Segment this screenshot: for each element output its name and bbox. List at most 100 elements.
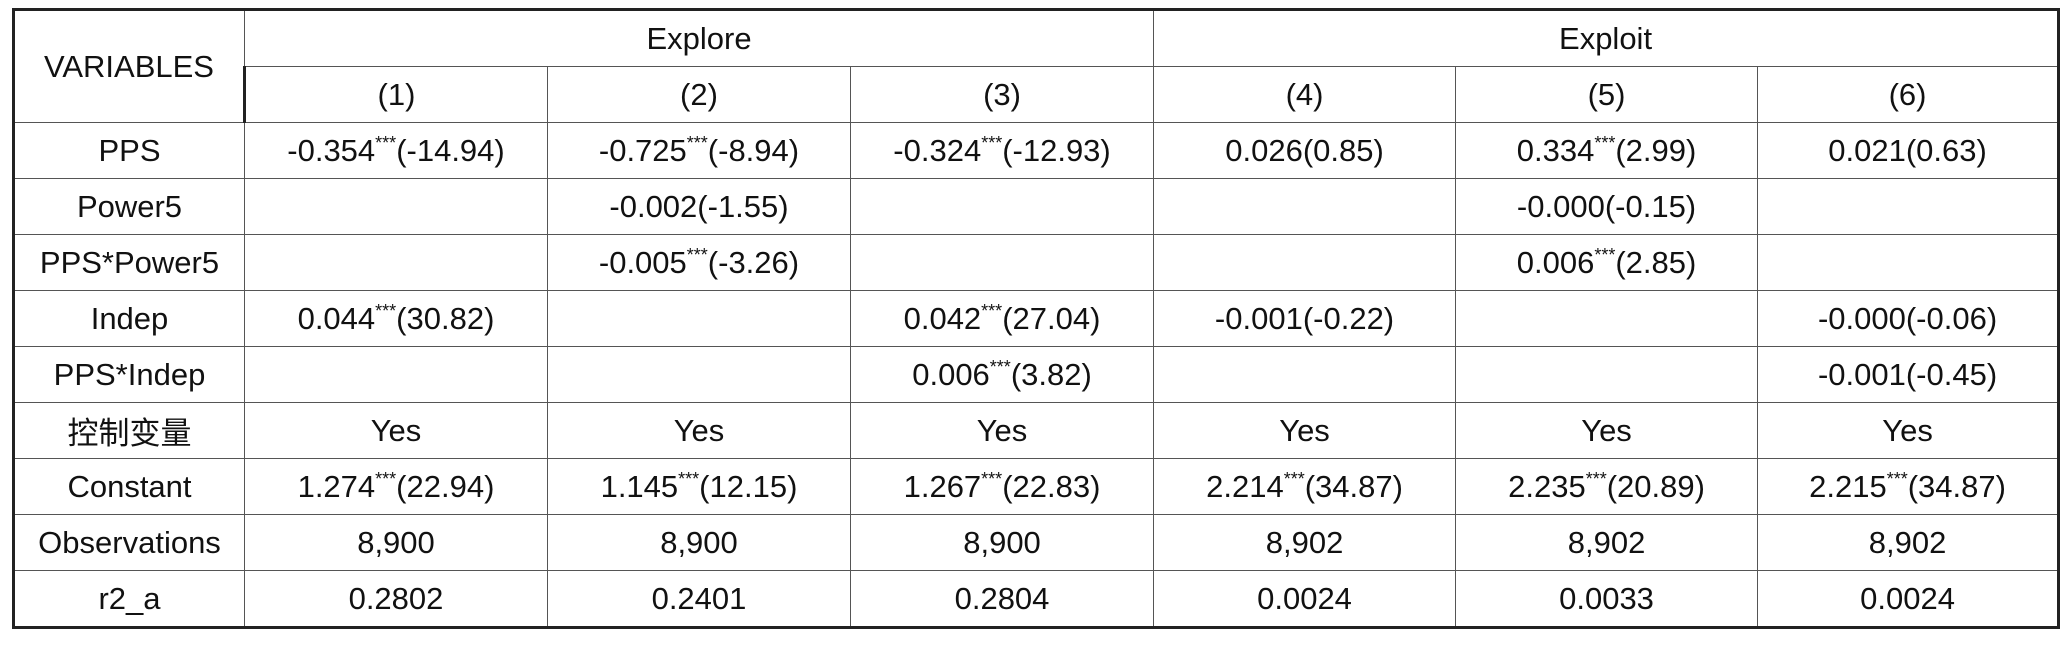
row-label: Constant [12,458,245,515]
table-cell [1455,346,1759,403]
coefficient-value: 8,902 [1868,524,1947,560]
t-statistic: (-12.93) [1002,132,1111,168]
table-cell: Yes [547,402,851,459]
t-statistic: (0.85) [1302,132,1384,168]
significance-stars: *** [981,468,1003,489]
significance-stars: *** [686,132,708,153]
coefficient-value: 0.0033 [1559,580,1654,616]
table-row: PPS*Indep 0.006***(3.82) -0.001(-0.45) [12,346,2061,403]
table-cell [849,234,1155,291]
significance-stars: *** [375,468,397,489]
table-cell: 1.145***(12.15) [547,458,851,515]
table-cell [244,234,548,291]
table-cell: -0.324***(-12.93) [849,122,1155,179]
column-header-row: (1) (2) (3) (4) (5) (6) [14,66,2061,123]
t-statistic: (22.83) [1002,468,1101,504]
t-statistic: (-14.94) [396,132,505,168]
table-cell: 8,900 [244,514,548,571]
coefficient-value: 1.274 [297,468,376,504]
column-header: (5) [1455,66,1759,123]
significance-stars: *** [375,300,397,321]
coefficient-value: 0.006 [1516,244,1595,280]
coefficient-value: 8,900 [357,524,435,560]
column-header: (1) [243,66,548,123]
row-label: PPS [12,122,245,179]
table-cell: 0.0033 [1455,570,1759,629]
table-cell [1153,346,1457,403]
coefficient-value: Yes [1581,412,1632,448]
table-cell [1455,290,1759,347]
group-header-exploit: Exploit [1153,8,2061,67]
table-cell: -0.002(-1.55) [547,178,851,235]
table-cell: 0.044***(30.82) [244,290,548,347]
coefficient-value: 0.021 [1828,132,1906,168]
table-cell: 0.2802 [244,570,548,629]
table-cell: 0.006***(3.82) [849,346,1155,403]
coefficient-value: 0.2804 [954,580,1050,616]
coefficient-value: -0.001 [1817,356,1906,392]
coefficient-value: 0.042 [903,300,982,336]
group-header-explore: Explore [243,8,1155,67]
coefficient-value: 2.215 [1809,468,1887,504]
significance-stars: *** [375,132,397,153]
coefficient-value: -0.005 [598,244,687,280]
table-cell: 0.042***(27.04) [849,290,1155,347]
table-cell: 0.021(0.63) [1757,122,2061,179]
t-statistic: (34.87) [1907,468,2006,504]
coefficient-value: -0.002 [609,188,698,224]
coefficient-value: Yes [673,412,725,448]
table-cell: Yes [1757,402,2061,459]
table-cell: -0.354***(-14.94) [244,122,548,179]
row-label: PPS*Power5 [12,234,245,291]
significance-stars: *** [1886,468,1908,489]
coefficient-value: Yes [1279,412,1330,448]
coefficient-value: 0.026 [1225,132,1303,168]
coefficient-value: Yes [1882,412,1933,448]
coefficient-value: 8,900 [963,524,1041,560]
table-cell: 8,902 [1757,514,2061,571]
t-statistic: (3.82) [1010,356,1092,392]
table-row: Observations 8,900 8,900 8,900 8,902 8,902 8,9… [12,514,2061,571]
table-row: Constant 1.274***(22.94) 1.145***(12.15) 1.… [12,458,2061,515]
table-cell: 0.2401 [547,570,851,629]
t-statistic: (2.99) [1615,132,1697,168]
table-cell: 2.215***(34.87) [1757,458,2061,515]
coefficient-value: Yes [370,412,422,448]
table-row: 控制变量 Yes Yes Yes Yes Yes Yes [12,402,2061,459]
table-row: PPS*Power5 -0.005***(-3.26) 0.006***(2.85) [12,234,2061,291]
table-cell: 8,900 [849,514,1155,571]
column-header: (2) [547,66,851,123]
t-statistic: (-3.26) [707,244,800,280]
t-statistic: (-0.06) [1905,300,1998,336]
significance-stars: *** [678,468,700,489]
t-statistic: (34.87) [1304,468,1403,504]
coefficient-value: 0.2401 [651,580,747,616]
table-cell: -0.001(-0.22) [1153,290,1457,347]
coefficient-value: 2.235 [1508,468,1586,504]
table-cell: 8,900 [547,514,851,571]
table-cell: -0.001(-0.45) [1757,346,2061,403]
table-body: PPS -0.354***(-14.94) -0.725***(-8.94) -0.3… [12,122,2061,629]
significance-stars: *** [989,356,1011,377]
t-statistic: (20.89) [1606,468,1705,504]
coefficient-value: -0.725 [598,132,687,168]
t-statistic: (22.94) [396,468,495,504]
significance-stars: *** [1283,468,1305,489]
row-label: PPS*Indep [12,346,245,403]
table-cell: Yes [1153,402,1457,459]
table-row: PPS -0.354***(-14.94) -0.725***(-8.94) -0.3… [12,122,2061,179]
table-cell: 0.006***(2.85) [1455,234,1759,291]
column-header: (3) [849,66,1155,123]
t-statistic: (12.15) [699,468,798,504]
table-cell: 1.274***(22.94) [244,458,548,515]
table-cell [547,346,851,403]
table-row: Power5 -0.002(-1.55) -0.000(-0.15) [12,178,2061,235]
t-statistic: (-1.55) [697,188,789,224]
table-cell [849,178,1155,235]
table-cell: 1.267***(22.83) [849,458,1155,515]
t-statistic: (2.85) [1615,244,1697,280]
coefficient-value: 0.0024 [1257,580,1352,616]
table-row: r2_a 0.2802 0.2401 0.2804 0.0024 0.0033 0.0024 [12,570,2061,629]
coefficient-value: -0.324 [893,132,982,168]
column-header: (6) [1757,66,2061,123]
